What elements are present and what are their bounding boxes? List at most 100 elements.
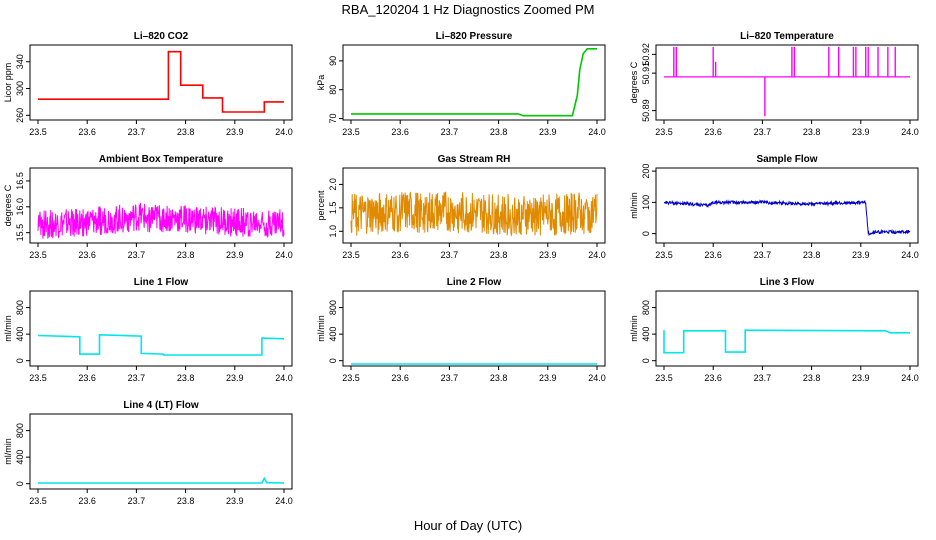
y-tick-label: 0 — [641, 231, 651, 236]
y-axis-label: kPa — [316, 75, 326, 91]
x-tick-label: 23.7 — [441, 250, 459, 260]
y-tick-label: 0 — [328, 358, 338, 363]
series-line — [664, 199, 911, 236]
x-tick-label: 23.8 — [803, 250, 821, 260]
plot-frame — [29, 290, 293, 367]
x-tick-label: 24.0 — [275, 373, 293, 383]
y-tick-label: 400 — [641, 327, 651, 342]
y-tick-label: 70 — [328, 114, 338, 124]
y-tick-label: 50.92 — [641, 43, 651, 66]
panel-title: Li–820 Temperature — [740, 31, 834, 42]
x-tick-label: 23.7 — [441, 127, 459, 137]
y-tick-label: 0 — [15, 358, 25, 363]
x-tick-label: 24.0 — [901, 373, 919, 383]
x-tick-label: 23.5 — [342, 373, 360, 383]
panel-title: Line 4 (LT) Flow — [123, 400, 199, 411]
panel-6: Sample Flow ml/min 23.5 23.6 23.7 23.8 23.9 24.… — [629, 154, 919, 260]
x-tick-label: 23.5 — [29, 373, 47, 383]
panel-4: Ambient Box Temperature degrees C 23.5 23.6… — [3, 154, 293, 260]
plot-frame — [655, 167, 919, 244]
plot-frame — [655, 290, 919, 367]
y-axis-label: ml/min — [629, 192, 639, 219]
y-tick-label: 800 — [15, 300, 25, 315]
x-tick-label: 23.5 — [655, 250, 673, 260]
x-tick-label: 23.9 — [852, 250, 870, 260]
x-tick-label: 23.8 — [177, 250, 195, 260]
y-tick-label: 200 — [641, 164, 651, 179]
panel-title: Line 2 Flow — [447, 277, 502, 288]
x-tick-label: 23.6 — [78, 373, 96, 383]
x-tick-label: 23.8 — [490, 127, 508, 137]
y-tick-label: 1.5 — [328, 202, 338, 215]
x-tick-label: 23.5 — [29, 496, 47, 506]
x-tick-label: 23.7 — [754, 373, 772, 383]
plot-frame — [342, 167, 606, 244]
y-tick-label: 300 — [15, 81, 25, 96]
plot-frame — [342, 290, 606, 367]
y-tick-label: 2.0 — [328, 178, 338, 191]
x-tick-label: 23.5 — [29, 127, 47, 137]
x-tick-label: 24.0 — [588, 127, 606, 137]
x-tick-label: 24.0 — [275, 250, 293, 260]
x-tick-label: 23.6 — [391, 250, 409, 260]
series-line — [37, 333, 285, 356]
series-line — [351, 48, 597, 117]
panel-title: Li–820 CO2 — [134, 31, 189, 42]
x-tick-label: 23.9 — [539, 373, 557, 383]
x-tick-label: 23.6 — [78, 496, 96, 506]
y-axis-label: ml/min — [3, 315, 13, 342]
y-tick-label: 16.5 — [15, 172, 25, 190]
y-tick-label: 50.91 — [641, 62, 651, 85]
y-tick-label: 0 — [15, 481, 25, 486]
x-tick-label: 23.9 — [226, 496, 244, 506]
y-tick-label: 15.5 — [15, 224, 25, 242]
x-axis-label: Hour of Day (UTC) — [413, 518, 523, 533]
y-tick-label: 1.0 — [328, 225, 338, 238]
panel-title: Ambient Box Temperature — [99, 154, 224, 165]
x-tick-label: 23.8 — [490, 373, 508, 383]
x-tick-label: 23.6 — [78, 127, 96, 137]
y-axis-label: percent — [316, 190, 326, 221]
x-tick-label: 23.6 — [78, 250, 96, 260]
panel-title: Li–820 Pressure — [436, 31, 513, 42]
figure-title: RBA_120204 1 Hz Diagnostics Zoomed PM — [341, 2, 595, 17]
y-axis-label: Licor ppm — [3, 63, 13, 103]
y-tick-label: 340 — [15, 54, 25, 69]
x-tick-label: 23.8 — [177, 373, 195, 383]
series-line — [350, 191, 598, 237]
panel-2: Li–820 Pressure kPa 23.5 23.6 23.7 23.8 23.9 24… — [316, 31, 606, 137]
x-tick-label: 24.0 — [901, 250, 919, 260]
x-tick-label: 23.9 — [226, 127, 244, 137]
x-tick-label: 23.5 — [655, 373, 673, 383]
panel-5: Gas Stream RH percent 23.5 23.6 23.7 23.8 23.9… — [316, 154, 606, 260]
x-tick-label: 23.6 — [391, 127, 409, 137]
panel-3: Li–820 Temperature degrees C 23.5 23.6 23.7 2… — [629, 31, 919, 137]
x-tick-label: 23.5 — [29, 250, 47, 260]
y-axis-label: degrees C — [3, 184, 13, 226]
x-tick-label: 23.5 — [342, 127, 360, 137]
plot-frame — [655, 44, 919, 121]
panel-9: Line 3 Flow ml/min 23.5 23.6 23.7 23.8 23.9 24.… — [629, 277, 919, 383]
x-tick-label: 23.9 — [226, 250, 244, 260]
x-tick-label: 24.0 — [275, 127, 293, 137]
y-axis-label: ml/min — [316, 315, 326, 342]
x-tick-label: 23.8 — [803, 373, 821, 383]
series-line — [38, 50, 284, 113]
series-line — [663, 329, 910, 354]
x-tick-label: 23.9 — [226, 373, 244, 383]
y-tick-label: 800 — [641, 300, 651, 315]
x-tick-label: 23.6 — [704, 250, 722, 260]
plot-frame — [342, 44, 606, 121]
x-tick-label: 23.7 — [128, 250, 146, 260]
x-tick-label: 24.0 — [588, 250, 606, 260]
x-tick-label: 23.6 — [704, 127, 722, 137]
series-line — [38, 476, 285, 484]
x-tick-label: 23.7 — [754, 127, 772, 137]
x-tick-label: 23.8 — [803, 127, 821, 137]
x-tick-label: 23.9 — [539, 127, 557, 137]
y-axis-label: ml/min — [3, 438, 13, 465]
panel-7: Line 1 Flow ml/min 23.5 23.6 23.7 23.8 23.9 24.… — [3, 277, 293, 383]
plot-frame — [29, 167, 293, 244]
panel-8: Line 2 Flow ml/min 23.5 23.6 23.7 23.8 23.9 24.… — [316, 277, 606, 383]
panel-title: Gas Stream RH — [438, 154, 511, 165]
